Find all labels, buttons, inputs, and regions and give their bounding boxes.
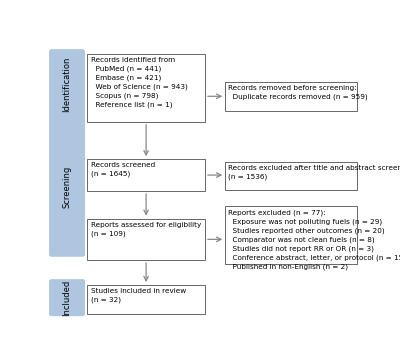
- FancyBboxPatch shape: [87, 54, 205, 122]
- FancyBboxPatch shape: [87, 159, 205, 191]
- FancyBboxPatch shape: [49, 49, 85, 120]
- Text: Records screened
(n = 1645): Records screened (n = 1645): [91, 163, 155, 177]
- Text: Reports excluded (n = 77):
  Exposure was not polluting fuels (n = 29)
  Studies: Reports excluded (n = 77): Exposure was …: [228, 210, 400, 270]
- FancyBboxPatch shape: [87, 219, 205, 260]
- FancyBboxPatch shape: [49, 279, 85, 316]
- Text: Records identified from
  PubMed (n = 441)
  Embase (n = 421)
  Web of Science (: Records identified from PubMed (n = 441)…: [91, 57, 188, 108]
- Text: Screening: Screening: [62, 166, 72, 208]
- Text: Reports assessed for eligibility
(n = 109): Reports assessed for eligibility (n = 10…: [91, 222, 201, 237]
- Text: Identification: Identification: [62, 57, 72, 112]
- FancyBboxPatch shape: [225, 82, 357, 111]
- Text: Records excluded after title and abstract screening
(n = 1536): Records excluded after title and abstrac…: [228, 165, 400, 180]
- Text: Studies included in review
(n = 32): Studies included in review (n = 32): [91, 288, 186, 303]
- FancyBboxPatch shape: [225, 206, 357, 264]
- FancyBboxPatch shape: [225, 162, 357, 190]
- Text: Included: Included: [62, 280, 72, 316]
- FancyBboxPatch shape: [49, 117, 85, 257]
- FancyBboxPatch shape: [87, 285, 205, 314]
- Text: Records removed before screening:
  Duplicate records removed (n = 959): Records removed before screening: Duplic…: [228, 85, 368, 100]
